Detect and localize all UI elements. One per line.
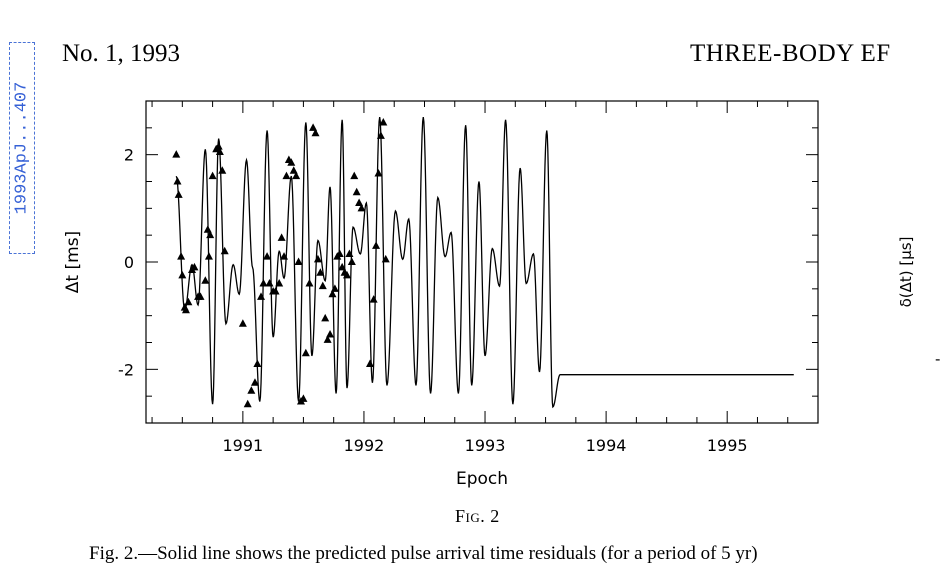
data-point — [184, 297, 193, 306]
y-tick-label--2: -2 — [118, 360, 134, 379]
data-point — [196, 292, 205, 300]
data-point — [338, 262, 347, 271]
data-point — [313, 254, 322, 263]
x-tick-label-1991: 1991 — [223, 436, 264, 455]
figure-label: Fig. 2 — [455, 506, 500, 526]
x-tick-label-1993: 1993 — [465, 436, 506, 455]
y-tick-labels: -2 0 2 — [118, 146, 134, 380]
data-point — [259, 278, 268, 287]
data-point — [305, 278, 314, 287]
data-point — [177, 252, 186, 260]
data-point — [287, 158, 296, 166]
data-point — [301, 348, 310, 357]
data-point — [381, 254, 390, 263]
data-point — [173, 177, 182, 185]
data-point — [326, 329, 335, 338]
data-point — [206, 230, 215, 239]
data-point — [172, 150, 181, 158]
data-point — [277, 233, 286, 241]
data-point — [238, 319, 247, 327]
data-point — [357, 203, 366, 212]
data-point — [181, 305, 190, 314]
data-point — [201, 276, 210, 284]
data-point — [271, 287, 280, 295]
data-point — [215, 147, 224, 155]
data-point — [299, 394, 308, 402]
data-point — [247, 386, 256, 394]
data-point — [311, 128, 320, 137]
data-point — [292, 171, 301, 180]
data-point — [253, 359, 262, 367]
data-point — [330, 284, 339, 292]
data-point — [342, 270, 351, 279]
data-point — [203, 225, 212, 233]
right-panel-ylabel: δ(Δt) [μs] — [897, 236, 915, 308]
data-point — [323, 335, 332, 343]
data-point — [204, 252, 213, 260]
data-point — [345, 249, 354, 257]
data-point — [294, 257, 303, 265]
data-point — [318, 281, 327, 290]
data-point — [174, 190, 183, 198]
x-tick-labels: 1991 1992 1993 1994 1995 — [223, 436, 748, 455]
data-point — [350, 171, 359, 180]
data-point — [275, 278, 284, 287]
x-axis-label: Epoch — [456, 469, 508, 489]
data-point — [366, 359, 374, 367]
data-point — [335, 249, 344, 257]
data-point — [220, 246, 229, 255]
y-tick-label-0: 0 — [124, 253, 134, 272]
data-point — [289, 166, 298, 174]
journal-header: No. 1, 1993 — [62, 40, 181, 67]
data-point — [214, 142, 223, 150]
tick-marks — [146, 100, 819, 424]
data-point — [328, 289, 337, 298]
y-tick-label-2: 2 — [124, 146, 134, 165]
data-point — [250, 378, 259, 386]
data-point — [372, 241, 381, 249]
data-point — [257, 292, 266, 300]
data-point — [280, 252, 289, 260]
data-point — [282, 171, 291, 180]
data-point — [309, 123, 318, 131]
model-curve — [175, 117, 794, 409]
y-axis-label: Δt [ms] — [63, 231, 83, 293]
data-point — [263, 252, 272, 260]
running-title: THREE-BODY EF — [690, 40, 891, 67]
figure-caption: Fig. 2.—Solid line shows the predicted p… — [89, 543, 758, 564]
data-point — [265, 278, 274, 287]
series-layer — [172, 117, 794, 409]
right-panel-tick-fragment: - — [935, 350, 941, 368]
data-point — [355, 198, 364, 206]
data-point — [374, 168, 383, 177]
x-tick-label-1995: 1995 — [707, 436, 748, 455]
data-point — [321, 313, 330, 322]
x-tick-label-1994: 1994 — [586, 436, 627, 455]
data-point — [352, 187, 361, 196]
data-point — [369, 295, 378, 303]
data-point — [218, 166, 227, 174]
data-point — [190, 262, 199, 271]
x-tick-label-1992: 1992 — [344, 436, 385, 455]
data-point — [178, 270, 187, 279]
data-point — [347, 257, 356, 265]
data-point — [376, 131, 385, 139]
data-point — [379, 117, 388, 126]
data-point — [243, 399, 252, 408]
bibcode-stamp[interactable]: 1993ApJ...407 — [9, 42, 35, 254]
data-point — [316, 268, 325, 276]
data-point — [208, 171, 217, 180]
